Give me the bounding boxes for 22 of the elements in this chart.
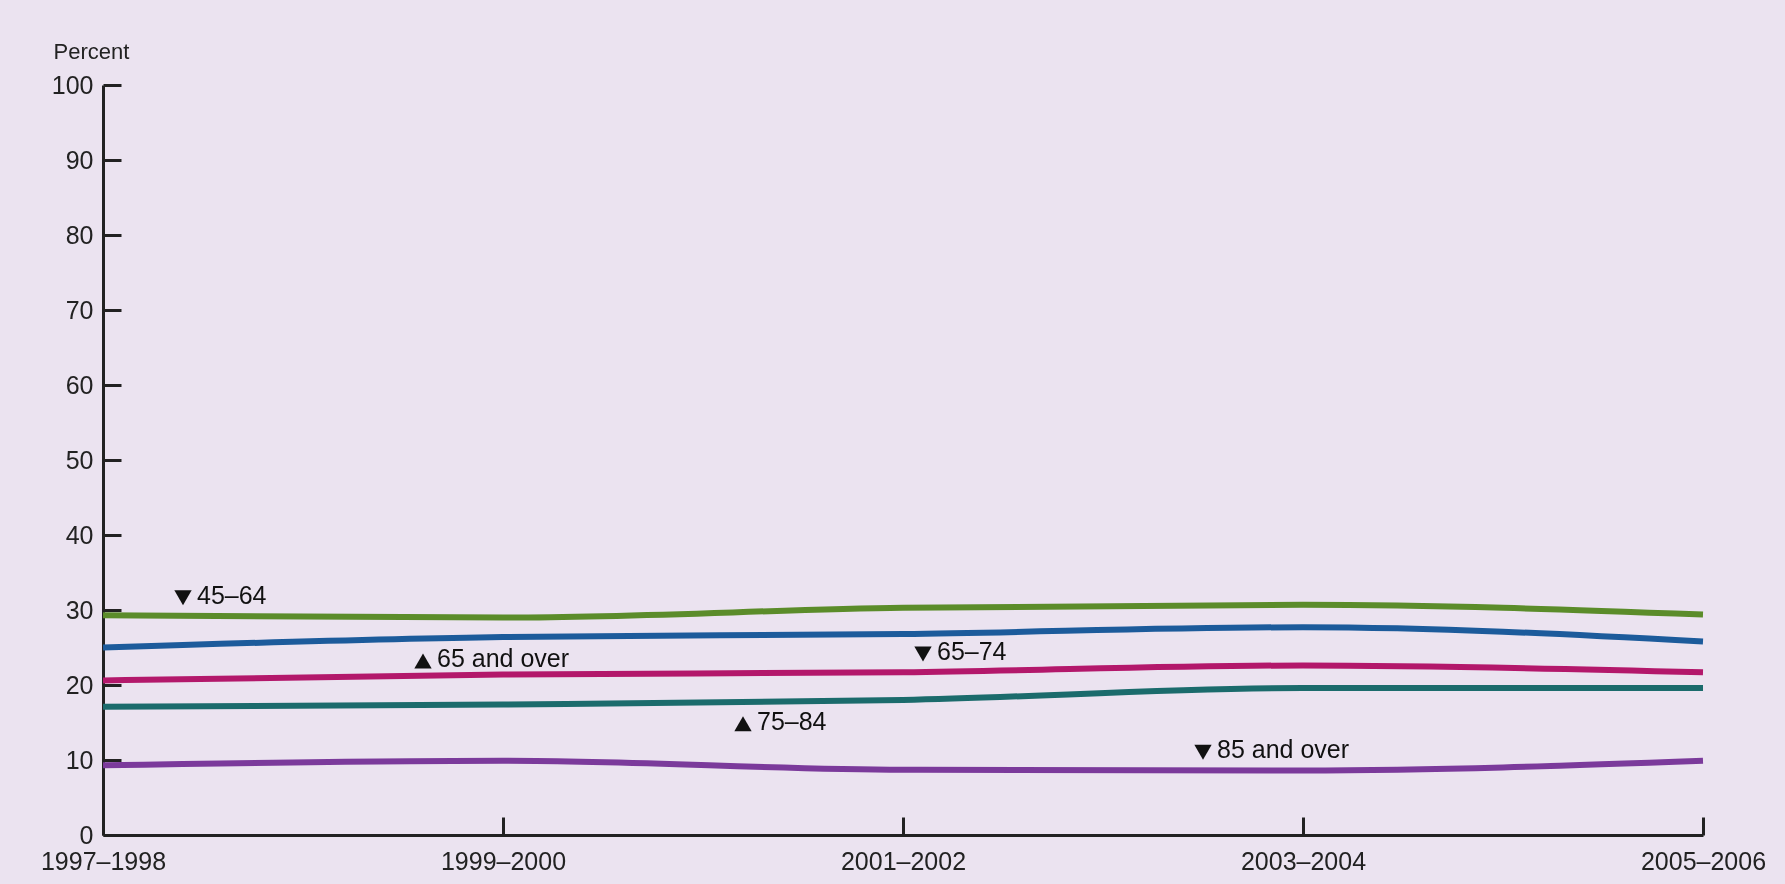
series-label: 65 and over (437, 644, 570, 673)
x-tick-label: 2003–2004 (1240, 846, 1367, 875)
y-tick-label: 0 (79, 820, 94, 849)
x-tick-label: 2005–2006 (1640, 846, 1767, 875)
y-tick-label: 100 (51, 70, 94, 99)
series-label: 85 and over (1217, 735, 1350, 764)
series-label: 45–64 (197, 580, 267, 609)
y-tick-label: 50 (65, 445, 94, 474)
x-tick-label: 1999–2000 (440, 846, 567, 875)
y-tick-label: 10 (65, 745, 94, 774)
y-tick-label: 30 (65, 595, 94, 624)
y-tick-label: 80 (65, 220, 94, 249)
y-tick-label: 20 (65, 670, 94, 699)
x-tick-label: 1997–1998 (40, 846, 167, 875)
y-tick-label: 40 (65, 520, 94, 549)
x-tick-label: 2001–2002 (840, 846, 967, 875)
y-tick-label: 60 (65, 370, 94, 399)
series-label: 65–74 (937, 636, 1007, 665)
y-tick-label: 90 (65, 145, 94, 174)
series-label: 75–84 (757, 706, 827, 735)
y-axis-title: Percent (53, 38, 130, 64)
y-tick-label: 70 (65, 295, 94, 324)
